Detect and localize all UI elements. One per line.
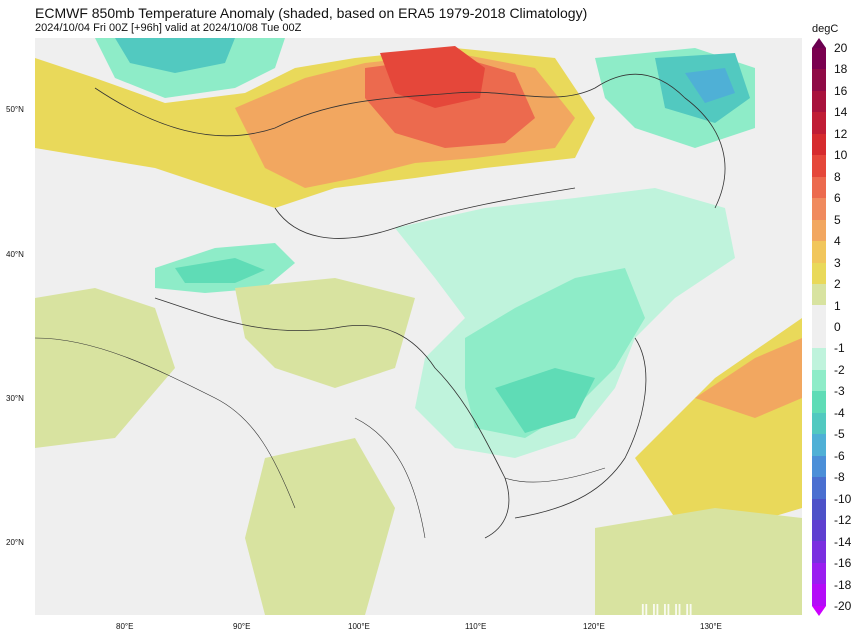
colorbar-segment: [812, 283, 826, 306]
watermark: ‖‖‖‖‖: [640, 600, 696, 625]
colorbar-label: -1: [834, 341, 845, 356]
colorbar-label: -12: [834, 513, 852, 528]
colorbar-segment: [812, 219, 826, 242]
colorbar-segment: [812, 69, 826, 91]
colorbar-label: -10: [834, 491, 852, 506]
colorbar-segment: [812, 90, 826, 113]
colorbar-segment: [812, 112, 826, 134]
colorbar-label: 3: [834, 255, 841, 270]
colorbar-label: 4: [834, 234, 841, 249]
colorbar-segment: [812, 412, 826, 435]
colorbar-label: -6: [834, 448, 845, 463]
colorbar-label: -8: [834, 470, 845, 485]
colorbar-label: 16: [834, 83, 848, 98]
colorbar-label: 12: [834, 126, 848, 141]
colorbar-label: -4: [834, 405, 845, 420]
colorbar-segment: [812, 541, 826, 563]
colorbar-label: 6: [834, 191, 841, 206]
colorbar-label: 1: [834, 298, 841, 313]
colorbar-segment: [812, 133, 826, 156]
colorbar-segment: [812, 48, 826, 70]
map-subtitle: 2024/10/04 Fri 00Z [+96h] valid at 2024/…: [35, 22, 302, 34]
lon-label-100: 100°E: [348, 622, 370, 631]
colorbar-segment: [812, 369, 826, 392]
colorbar-label: 20: [834, 41, 848, 55]
colorbar-label: 10: [834, 148, 848, 163]
lat-label-30: 30°N: [6, 394, 24, 403]
colorbar-segment: [812, 305, 826, 327]
colorbar-segment: [812, 198, 826, 220]
colorbar-label: 2: [834, 277, 841, 292]
colorbar-segment: [812, 262, 826, 284]
anomaly-map: [35, 38, 802, 615]
colorbar-label: -16: [834, 556, 852, 571]
colorbar-segment: [812, 562, 826, 585]
colorbar-segment: [812, 498, 826, 520]
lon-label-130: 130°E: [700, 622, 722, 631]
map-title: ECMWF 850mb Temperature Anomaly (shaded,…: [35, 5, 588, 21]
colorbar: [812, 48, 826, 606]
colorbar-label: -5: [834, 427, 845, 442]
colorbar-label: 5: [834, 212, 841, 227]
colorbar-label: -3: [834, 384, 845, 399]
colorbar-segment: [812, 326, 826, 349]
colorbar-segment: [812, 477, 826, 499]
colorbar-segment: [812, 348, 826, 370]
colorbar-label: 18: [834, 62, 848, 77]
colorbar-segment: [812, 455, 826, 478]
colorbar-segment: [812, 155, 826, 177]
colorbar-label: -2: [834, 362, 845, 377]
colorbar-segment: [812, 391, 826, 413]
colorbar-label: 14: [834, 105, 848, 120]
lat-label-20: 20°N: [6, 538, 24, 547]
colorbar-segment: [812, 434, 826, 456]
lon-label-90: 90°E: [233, 622, 251, 631]
colorbar-bottom-arrow: [812, 606, 826, 616]
lat-label-40: 40°N: [6, 250, 24, 259]
anomaly-shading: [35, 38, 802, 615]
colorbar-top-arrow: [812, 38, 826, 48]
colorbar-segment: [812, 519, 826, 542]
colorbar-unit: degC: [812, 23, 839, 35]
lon-label-120: 120°E: [583, 622, 605, 631]
colorbar-label: -18: [834, 577, 852, 592]
colorbar-segment: [812, 584, 826, 606]
colorbar-segment: [812, 176, 826, 199]
colorbar-label: 0: [834, 320, 841, 334]
colorbar-label: -20: [834, 599, 852, 613]
lon-label-80: 80°E: [116, 622, 134, 631]
lon-label-110: 110°E: [465, 622, 487, 631]
lat-label-50: 50°N: [6, 105, 24, 114]
colorbar-segment: [812, 241, 826, 263]
colorbar-label: 8: [834, 169, 841, 184]
colorbar-label: -14: [834, 534, 852, 549]
